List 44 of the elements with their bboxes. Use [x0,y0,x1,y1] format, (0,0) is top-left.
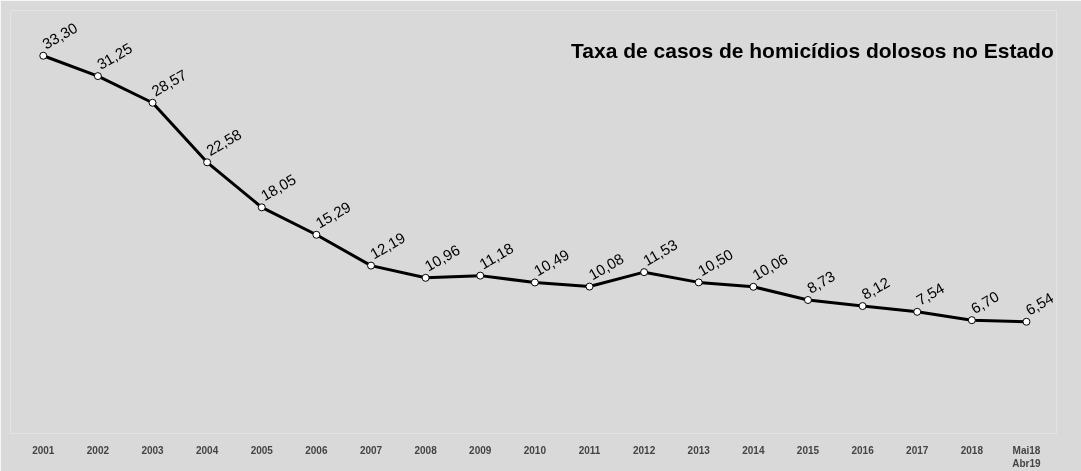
point [421,273,430,282]
x-tick-label: 2010 [523,444,547,456]
point [367,261,375,270]
x-tick-label: 2012 [632,444,656,456]
x-tick-label: 2014 [742,444,765,456]
data-label: 6,70 [967,287,1002,317]
data-label: 7,54 [913,279,948,309]
data-label: 8,73 [803,267,838,297]
point [1022,317,1031,326]
point [530,278,539,287]
point [858,302,867,311]
x-tick-label: 2013 [687,444,711,456]
point [967,316,976,325]
x-tick-label: 2018 [960,444,984,456]
point [312,230,321,239]
point [476,271,485,280]
x-tick-label: 2004 [196,444,219,456]
x-tick-label: 2007 [359,444,383,456]
point [39,51,48,60]
x-tick-label: 2005 [250,444,274,456]
x-tick-label: 2003 [141,444,165,456]
data-label: 8,12 [858,273,893,303]
point [803,296,812,304]
point [203,158,212,167]
point [148,98,157,107]
x-tick-label: 2009 [469,444,492,456]
chart-title: Taxa de casos de homicídios dolosos no Estado [571,38,1054,62]
point [585,282,594,291]
x-tick-label: 2017 [906,444,929,456]
point [640,268,649,277]
point [93,72,102,81]
x-tick-label: 2011 [578,444,601,456]
x-tick-label: 2002 [86,444,110,456]
data-label: 6,54 [1022,289,1057,319]
point [749,282,758,291]
point [913,307,922,316]
x-tick-label: 2006 [305,444,328,456]
x-tick-label: Mai18 Abr19 [1012,444,1042,469]
x-tick-label: 2015 [796,444,820,456]
x-tick-label: 2008 [414,444,438,456]
point [694,278,703,287]
x-tick-label: 2016 [851,444,875,456]
point [257,203,266,212]
x-tick-label: 2001 [32,444,55,456]
